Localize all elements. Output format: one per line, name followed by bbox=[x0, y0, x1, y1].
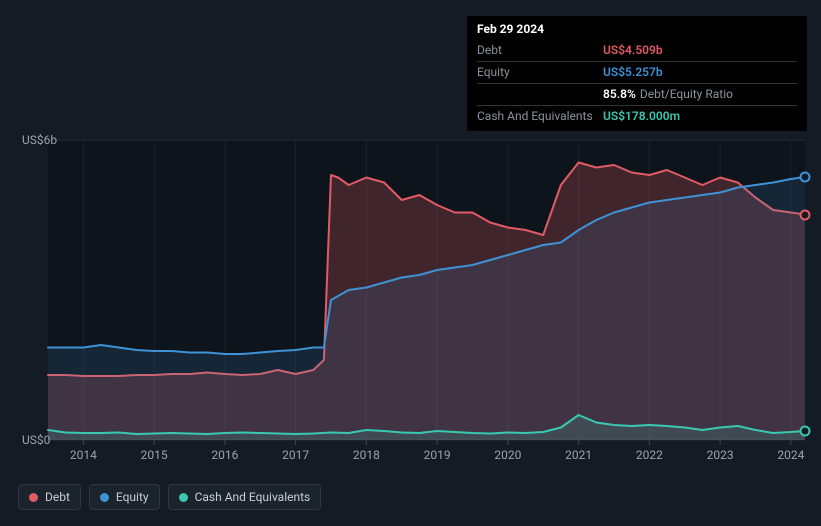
legend-dot-icon bbox=[100, 493, 109, 502]
x-axis-label: 2023 bbox=[707, 448, 734, 462]
x-axis-label: 2014 bbox=[70, 448, 97, 462]
tooltip-row-label: Debt bbox=[477, 43, 603, 58]
x-axis-label: 2018 bbox=[353, 448, 380, 462]
x-axis-label: 2020 bbox=[494, 448, 521, 462]
x-axis-label: 2017 bbox=[282, 448, 309, 462]
x-axis-label: 2021 bbox=[565, 448, 592, 462]
x-axis-label: 2024 bbox=[777, 448, 804, 462]
chart-legend: Debt Equity Cash And Equivalents bbox=[18, 484, 321, 510]
tooltip-row-value: US$5.257b bbox=[603, 65, 663, 80]
chart-tooltip: Feb 29 2024 DebtUS$4.509bEquityUS$5.257b… bbox=[467, 16, 807, 131]
tooltip-row: DebtUS$4.509b bbox=[477, 40, 797, 61]
debt-end-marker bbox=[800, 209, 811, 220]
legend-item-label: Cash And Equivalents bbox=[195, 490, 311, 504]
legend-item-debt[interactable]: Debt bbox=[18, 484, 81, 510]
cash-end-marker bbox=[800, 426, 811, 437]
tooltip-row: EquityUS$5.257b bbox=[477, 61, 797, 83]
x-axis-label: 2015 bbox=[141, 448, 168, 462]
tooltip-date: Feb 29 2024 bbox=[477, 22, 797, 40]
x-axis-label: 2019 bbox=[424, 448, 451, 462]
legend-item-label: Equity bbox=[116, 490, 149, 504]
x-axis-label: 2016 bbox=[211, 448, 238, 462]
tooltip-row-label: Equity bbox=[477, 65, 603, 80]
x-axis-label: 2022 bbox=[636, 448, 663, 462]
legend-item-cash[interactable]: Cash And Equivalents bbox=[168, 484, 322, 510]
tooltip-row-value: US$4.509b bbox=[603, 43, 663, 58]
tooltip-row-label bbox=[477, 87, 603, 102]
tooltip-row: 85.8%Debt/Equity Ratio bbox=[477, 83, 797, 105]
equity-end-marker bbox=[800, 172, 811, 183]
tooltip-row-sublabel: Debt/Equity Ratio bbox=[640, 87, 733, 101]
legend-item-equity[interactable]: Equity bbox=[89, 484, 160, 510]
legend-item-label: Debt bbox=[45, 490, 70, 504]
legend-dot-icon bbox=[29, 493, 38, 502]
tooltip-row-label: Cash And Equivalents bbox=[477, 109, 603, 124]
tooltip-row-value: 85.8%Debt/Equity Ratio bbox=[603, 87, 733, 102]
y-axis-label: US$6b bbox=[22, 133, 57, 147]
tooltip-row: Cash And EquivalentsUS$178.000m bbox=[477, 105, 797, 127]
tooltip-row-value: US$178.000m bbox=[603, 109, 680, 124]
y-axis-label: US$0 bbox=[22, 433, 50, 447]
legend-dot-icon bbox=[179, 493, 188, 502]
